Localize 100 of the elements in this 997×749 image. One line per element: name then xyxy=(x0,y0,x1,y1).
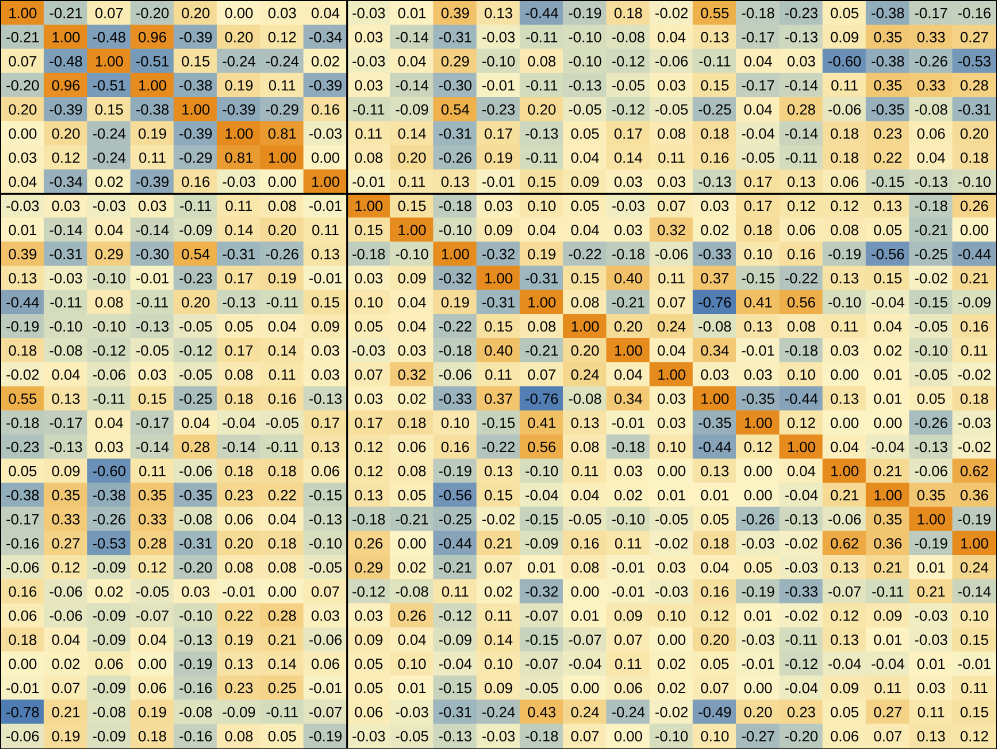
data-label: -0.44 xyxy=(526,8,558,18)
data-label: -0.13 xyxy=(698,176,731,187)
data-label: 0.15 xyxy=(960,706,988,718)
data-label: 0.13 xyxy=(52,393,80,404)
data-label: -0.13 xyxy=(222,296,256,308)
data-label: -0.06 xyxy=(180,466,212,476)
data-label: -0.38 xyxy=(136,104,169,115)
data-label: 0.02 xyxy=(312,56,340,66)
data-label: -0.25 xyxy=(180,393,212,404)
data-label: -0.27 xyxy=(742,730,774,742)
data-label: -0.05 xyxy=(136,345,169,356)
data-label: 0.13 xyxy=(701,466,729,476)
data-label: 0.03 xyxy=(182,586,210,597)
data-label: 0.03 xyxy=(354,610,382,621)
data-label: -0.08 xyxy=(568,393,602,404)
data-label: 0.43 xyxy=(528,706,556,718)
data-label: -0.02 xyxy=(6,369,39,380)
data-label: 0.35 xyxy=(874,80,902,90)
data-label: -0.09 xyxy=(93,634,126,645)
data-label: -0.14 xyxy=(136,224,169,236)
data-label: -0.03 xyxy=(50,272,82,284)
data-label: 0.23 xyxy=(788,706,816,718)
data-label: 0.06 xyxy=(354,706,382,718)
data-label: 0.07 xyxy=(658,200,686,211)
data-label: 0.04 xyxy=(788,466,816,476)
data-label: 0.06 xyxy=(614,682,642,694)
data-label: -0.15 xyxy=(439,682,472,694)
data-label: -0.13 xyxy=(914,442,948,452)
data-label: -0.10 xyxy=(482,56,515,66)
data-label: -0.39 xyxy=(180,32,212,42)
data-label: 0.20 xyxy=(8,104,36,115)
data-label: 0.03 xyxy=(658,417,686,428)
data-label: 0.00 xyxy=(744,682,772,694)
data-label: -0.19 xyxy=(958,514,990,524)
data-label: 0.27 xyxy=(874,706,902,718)
data-label: -0.76 xyxy=(698,296,731,308)
data-label: -0.06 xyxy=(6,730,39,742)
data-label: -0.09 xyxy=(526,538,558,548)
data-label: -0.18 xyxy=(785,345,818,356)
data-label: 0.03 xyxy=(354,393,382,404)
data-label: 0.34 xyxy=(701,345,729,356)
data-label: 0.10 xyxy=(658,442,686,452)
data-label: 0.01 xyxy=(874,393,902,404)
data-label: 0.07 xyxy=(354,369,382,380)
data-label: 0.13 xyxy=(917,730,945,742)
data-label: -0.22 xyxy=(568,248,602,260)
data-label: -0.33 xyxy=(439,393,472,404)
data-label: 0.12 xyxy=(701,610,728,621)
data-label: -0.11 xyxy=(266,296,298,308)
data-label: 0.00 xyxy=(614,730,642,742)
data-label: 0.19 xyxy=(441,296,469,308)
data-label: -0.05 xyxy=(568,104,602,115)
data-label: 0.20 xyxy=(744,706,772,718)
data-label: -0.07 xyxy=(136,610,168,621)
data-label: 0.09 xyxy=(830,682,858,694)
data-label: -0.13 xyxy=(785,32,818,42)
data-label: -0.05 xyxy=(396,730,428,742)
data-label: 0.09 xyxy=(484,224,512,236)
data-label: -0.11 xyxy=(786,634,817,645)
data-label: 0.20 xyxy=(182,296,210,308)
data-label: -0.01 xyxy=(352,176,385,187)
data-label: 0.12 xyxy=(830,610,858,621)
data-label: 0.41 xyxy=(744,296,772,308)
data-label: -0.24 xyxy=(222,56,256,66)
data-label: -0.38 xyxy=(93,490,126,500)
data-label: 0.24 xyxy=(571,706,599,718)
data-label: 0.03 xyxy=(744,369,772,380)
data-label: 0.29 xyxy=(441,56,469,66)
data-label: 0.35 xyxy=(874,32,902,42)
data-label: -0.04 xyxy=(785,490,818,500)
data-label: -0.05 xyxy=(180,321,212,332)
data-label: -0.44 xyxy=(958,248,991,260)
data-label: 0.00 xyxy=(225,8,253,18)
data-label: -0.07 xyxy=(828,586,861,597)
data-label: -0.10 xyxy=(568,56,602,66)
data-label: 0.15 xyxy=(95,104,123,115)
data-label: 0.07 xyxy=(8,56,36,66)
data-label: 0.15 xyxy=(701,80,729,90)
data-label: -0.21 xyxy=(612,296,644,308)
data-label: 0.00 xyxy=(658,466,686,476)
data-label: -0.02 xyxy=(785,538,818,548)
data-label: 0.81 xyxy=(225,152,253,163)
data-label: -0.48 xyxy=(93,32,126,42)
data-label: 0.22 xyxy=(874,152,902,163)
data-label: 0.96 xyxy=(52,80,80,90)
data-label: -0.18 xyxy=(352,514,385,524)
data-label: 0.17 xyxy=(484,128,512,139)
data-label: -0.17 xyxy=(50,417,82,428)
data-label: 0.32 xyxy=(658,224,686,236)
data-label: -0.06 xyxy=(655,248,688,260)
data-label: -0.13 xyxy=(309,514,342,524)
data-label: -0.13 xyxy=(785,514,818,524)
data-label: -0.03 xyxy=(352,345,385,356)
data-label: -0.53 xyxy=(93,538,126,548)
data-label: -0.02 xyxy=(482,514,515,524)
data-label: 0.01 xyxy=(874,634,902,645)
data-label: 0.04 xyxy=(52,634,80,645)
data-label: 0.11 xyxy=(615,538,642,548)
data-label: 0.12 xyxy=(52,562,80,573)
data-label: 0.16 xyxy=(182,176,210,187)
